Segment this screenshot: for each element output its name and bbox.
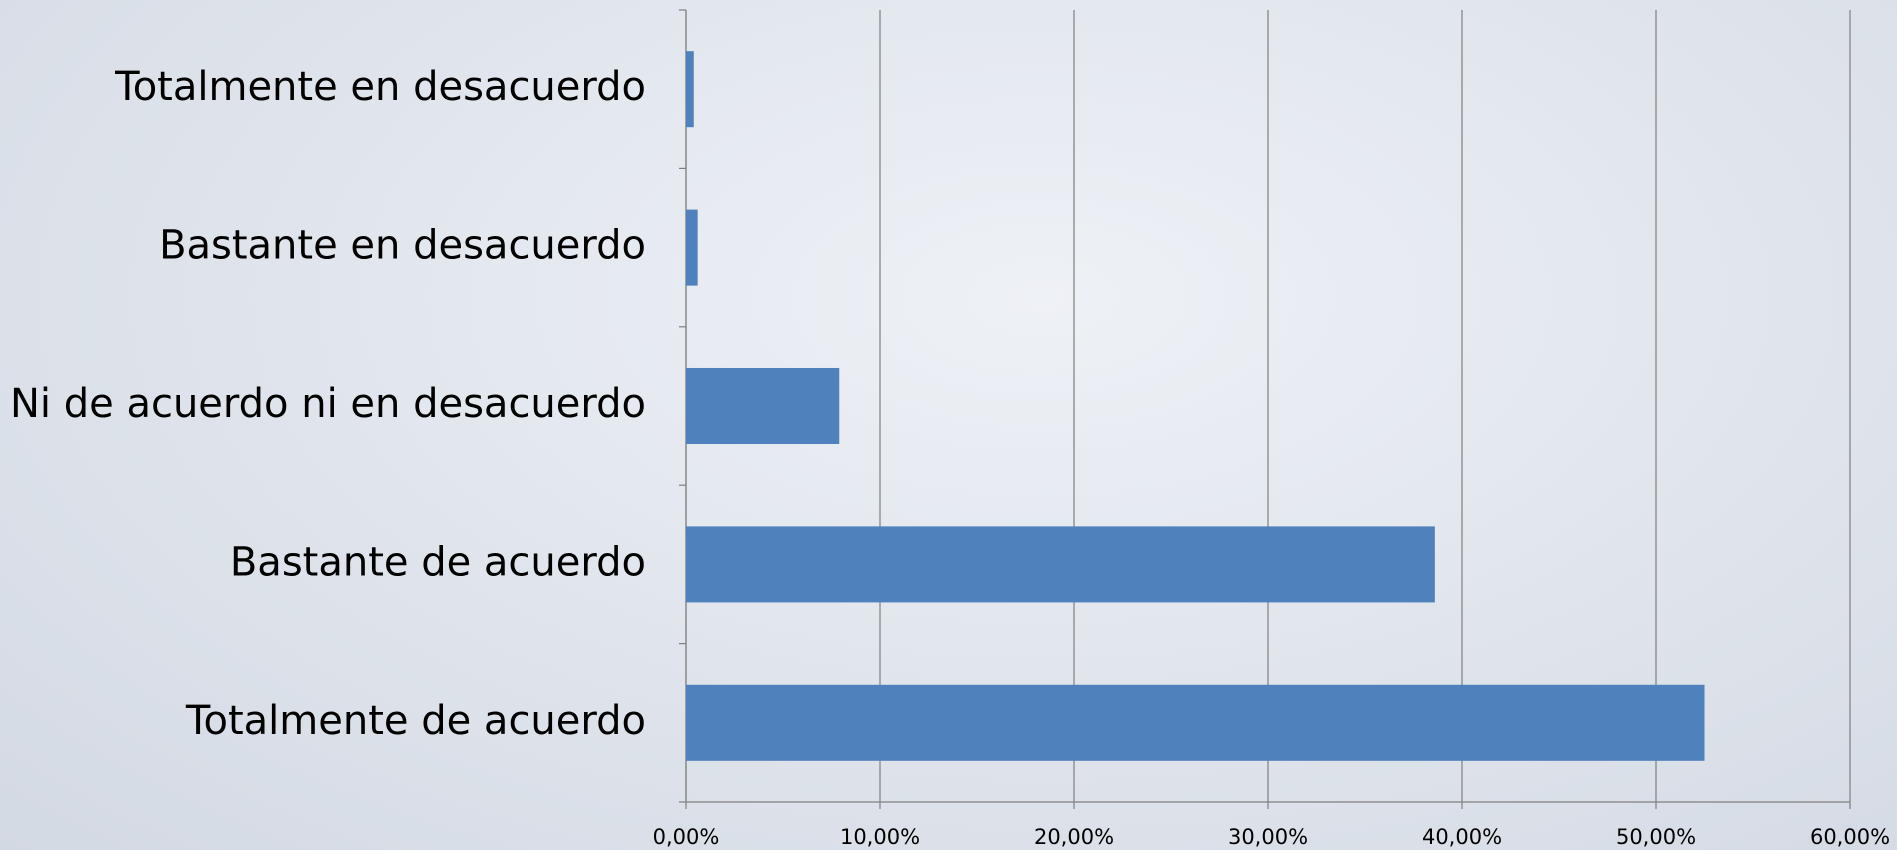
- bar: [686, 51, 694, 128]
- x-tick-label: 0,00%: [653, 825, 720, 849]
- y-tick-label: Totalmente de acuerdo: [185, 698, 646, 744]
- x-tick-label: 20,00%: [1034, 825, 1114, 849]
- x-tick-label: 40,00%: [1422, 825, 1502, 849]
- y-tick-label: Totalmente en desacuerdo: [114, 64, 646, 110]
- bar: [686, 526, 1435, 603]
- y-tick-label: Bastante en desacuerdo: [159, 223, 646, 269]
- y-tick-label: Bastante de acuerdo: [230, 539, 646, 585]
- x-tick-label: 10,00%: [840, 825, 920, 849]
- bar: [686, 684, 1705, 761]
- x-tick-label: 50,00%: [1616, 825, 1696, 849]
- y-tick-label: Ni de acuerdo ni en desacuerdo: [10, 381, 646, 427]
- bar: [686, 209, 698, 286]
- bar: [686, 367, 840, 445]
- x-tick-label: 30,00%: [1228, 825, 1308, 849]
- x-tick-label: 60,00%: [1810, 825, 1890, 849]
